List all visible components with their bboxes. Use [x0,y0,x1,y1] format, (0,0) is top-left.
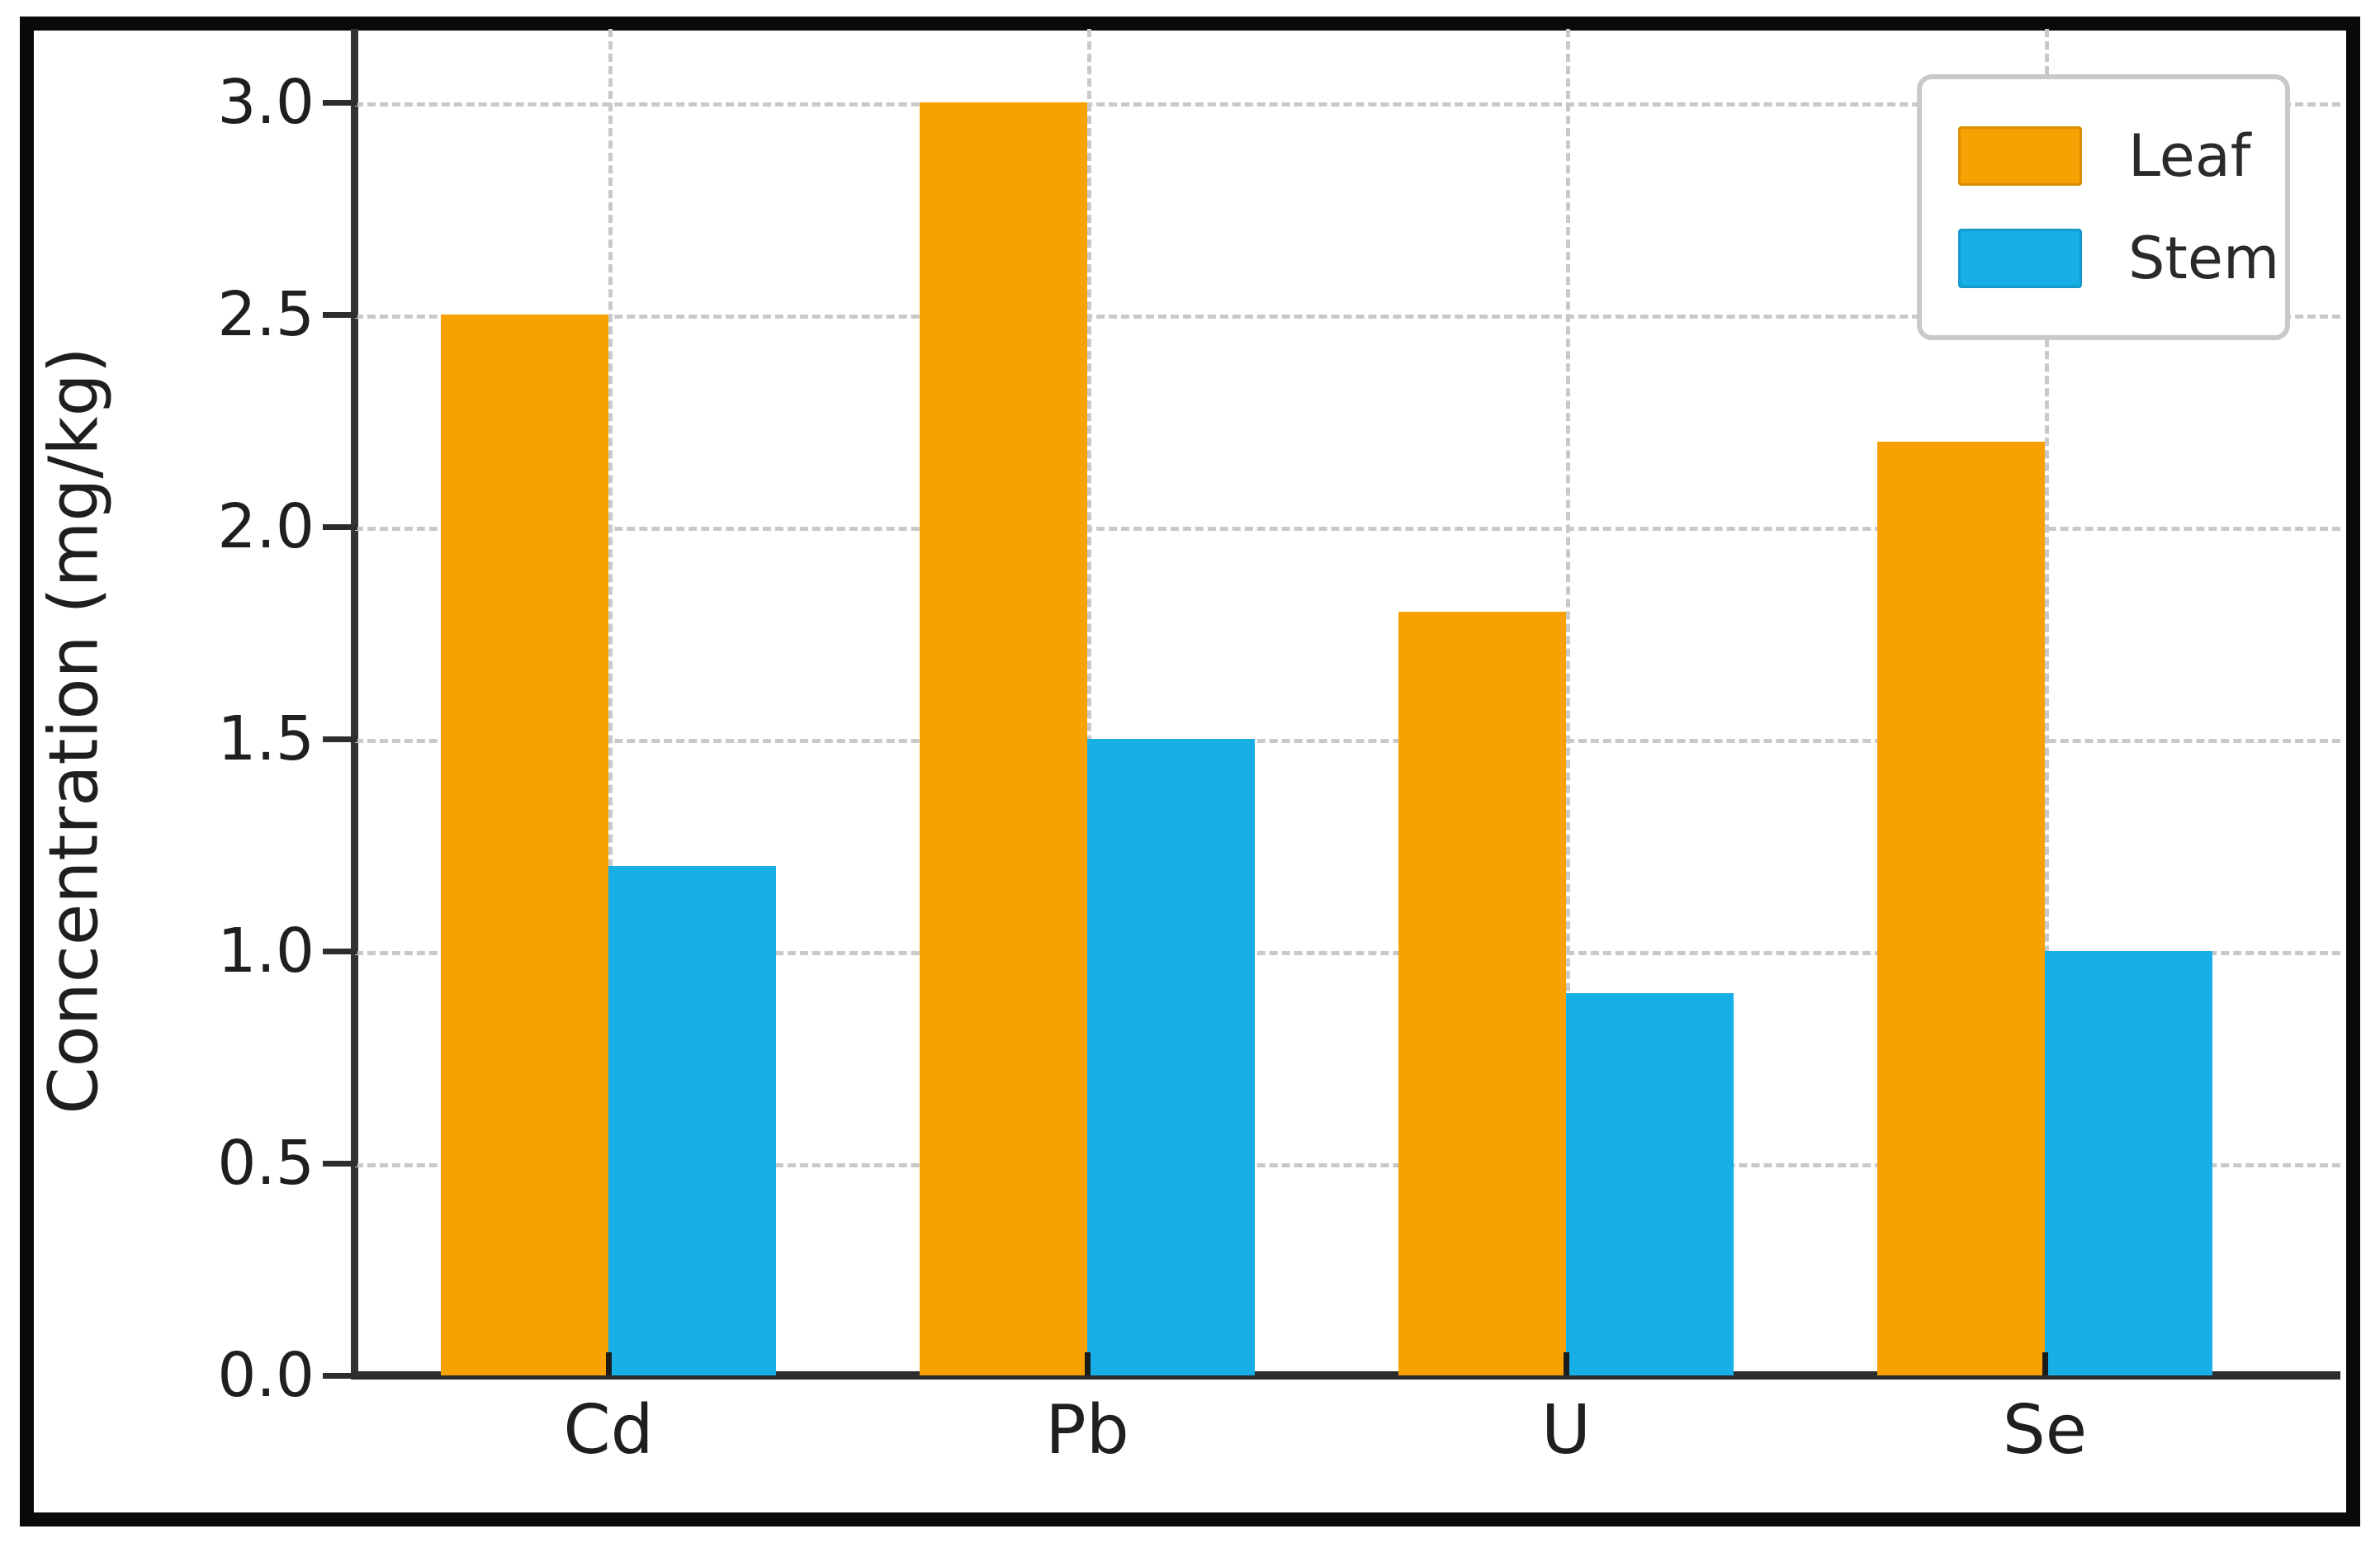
gridline-x-pb [1087,29,1091,1375]
legend-swatch-stem [1958,229,2082,288]
bar-leaf-cd [441,315,608,1375]
y-tick-label-0.5: 0.5 [217,1128,315,1199]
y-axis-spine [351,29,358,1380]
bar-leaf-u [1398,611,1566,1375]
x-tick-label-se: Se [2002,1391,2088,1470]
legend-label-leaf: Leaf [2128,122,2251,190]
y-tick-label-2.0: 2.0 [217,491,315,562]
legend-item-leaf: Leaf [1958,126,2285,186]
legend: Leaf Stem [1917,74,2290,340]
bar-chart-plot-area: Concentration (mg/kg) [35,29,2340,1375]
bar-leaf-se [1877,442,2045,1375]
x-tick-label-u: U [1540,1391,1592,1470]
y-tick-label-1.0: 1.0 [217,916,315,987]
x-axis-spine [351,1371,2340,1380]
legend-label-stem: Stem [2128,225,2280,292]
gridline-y-0.5 [355,1163,2340,1167]
bar-stem-pb [1087,739,1255,1375]
gridline-y-1.5 [355,739,2340,743]
y-tick-mark-0.5 [323,1161,357,1167]
y-tick-label-2.5: 2.5 [217,279,315,350]
y-tick-label-3.0: 3.0 [217,67,315,138]
legend-swatch-leaf [1958,126,2082,186]
y-tick-label-1.5: 1.5 [217,703,315,774]
bar-stem-u [1566,993,1734,1375]
bar-stem-cd [608,866,776,1375]
gridline-x-u [1566,29,1570,1375]
y-tick-mark-0.0 [323,1373,357,1379]
y-tick-label-0.0: 0.0 [217,1340,315,1411]
x-tick-label-cd: Cd [563,1391,654,1470]
y-tick-mark-3.0 [323,100,357,106]
gridline-y-1.0 [355,951,2340,955]
x-tick-mark-u [1564,1352,1569,1375]
gridline-x-cd [608,29,613,1375]
x-tick-mark-cd [606,1352,612,1375]
x-tick-mark-pb [1085,1352,1091,1375]
y-tick-mark-2.5 [323,312,357,318]
y-axis-title-text: Concentration (mg/kg) [35,347,114,1115]
bar-leaf-pb [920,102,1087,1375]
gridline-x-se [2045,29,2049,1375]
x-tick-label-pb: Pb [1045,1391,1129,1470]
y-tick-mark-1.0 [323,949,357,954]
y-tick-mark-1.5 [323,736,357,742]
gridline-y-2.0 [355,527,2340,531]
gridline-y-3.0 [355,102,2340,106]
y-tick-mark-2.0 [323,524,357,530]
x-tick-mark-se [2042,1352,2048,1375]
legend-item-stem: Stem [1958,229,2285,288]
bar-stem-se [2045,951,2212,1375]
gridline-y-2.5 [355,315,2340,319]
